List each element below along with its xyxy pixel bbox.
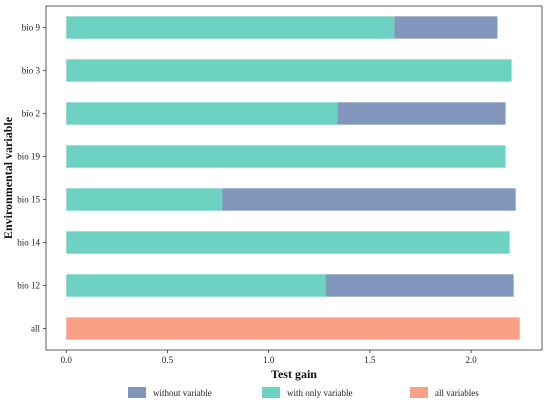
- x-tick-label: 0.5: [162, 355, 174, 365]
- y-tick-label: bio 3: [22, 66, 41, 76]
- bar-bio-2-with-only-variable: [66, 102, 338, 125]
- y-tick-label: bio 9: [22, 23, 41, 33]
- bar-bio-15-with-only-variable: [66, 188, 223, 211]
- bar-bio-12-without-variable: [325, 274, 514, 297]
- bar-bio-12-with-only-variable: [66, 274, 326, 297]
- x-axis-title: Test gain: [271, 367, 317, 381]
- y-tick-label: bio 12: [17, 281, 40, 291]
- bars: [66, 16, 520, 340]
- x-tick-label: 1.5: [364, 355, 376, 365]
- x-tick-label: 2.0: [466, 355, 478, 365]
- y-tick-label: bio 14: [17, 238, 40, 248]
- y-axis-title: Environmental variable: [1, 116, 15, 239]
- bar-bio-9-with-only-variable: [66, 16, 395, 39]
- bar-bio-15-without-variable: [222, 188, 516, 211]
- legend: without variable with only variable all va…: [128, 387, 479, 398]
- legend-swatch-all-variables: [410, 387, 428, 398]
- bar-bio-3-with-only-variable: [66, 59, 512, 82]
- bar-bio-19-with-only-variable: [66, 145, 506, 168]
- legend-label: all variables: [435, 388, 479, 398]
- legend-label: without variable: [153, 388, 212, 398]
- y-tick-label: bio 15: [17, 195, 40, 205]
- legend-label: with only variable: [287, 388, 352, 398]
- bar-bio-2-without-variable: [337, 102, 506, 125]
- legend-swatch-without-variable: [128, 387, 146, 398]
- x-axis-ticks: 0.0 0.5 1.0 1.5 2.0: [61, 350, 478, 365]
- x-tick-label: 0.0: [61, 355, 73, 365]
- y-tick-label: all: [31, 324, 40, 334]
- legend-swatch-with-only-variable: [262, 387, 280, 398]
- plot-border: [45, 5, 543, 351]
- y-axis-ticks: bio 9 bio 3 bio 2 bio 19 bio 15 bio 14 bio 12 a…: [17, 23, 46, 334]
- x-tick-label: 1.0: [263, 355, 275, 365]
- bar-bio-14-with-only-variable: [66, 231, 510, 254]
- y-tick-label: bio 2: [22, 109, 40, 119]
- y-tick-label: bio 19: [17, 152, 40, 162]
- bar-all-all-variables: [66, 317, 520, 340]
- bar-bio-9-without-variable: [394, 16, 498, 39]
- plot-frame: [45, 5, 543, 351]
